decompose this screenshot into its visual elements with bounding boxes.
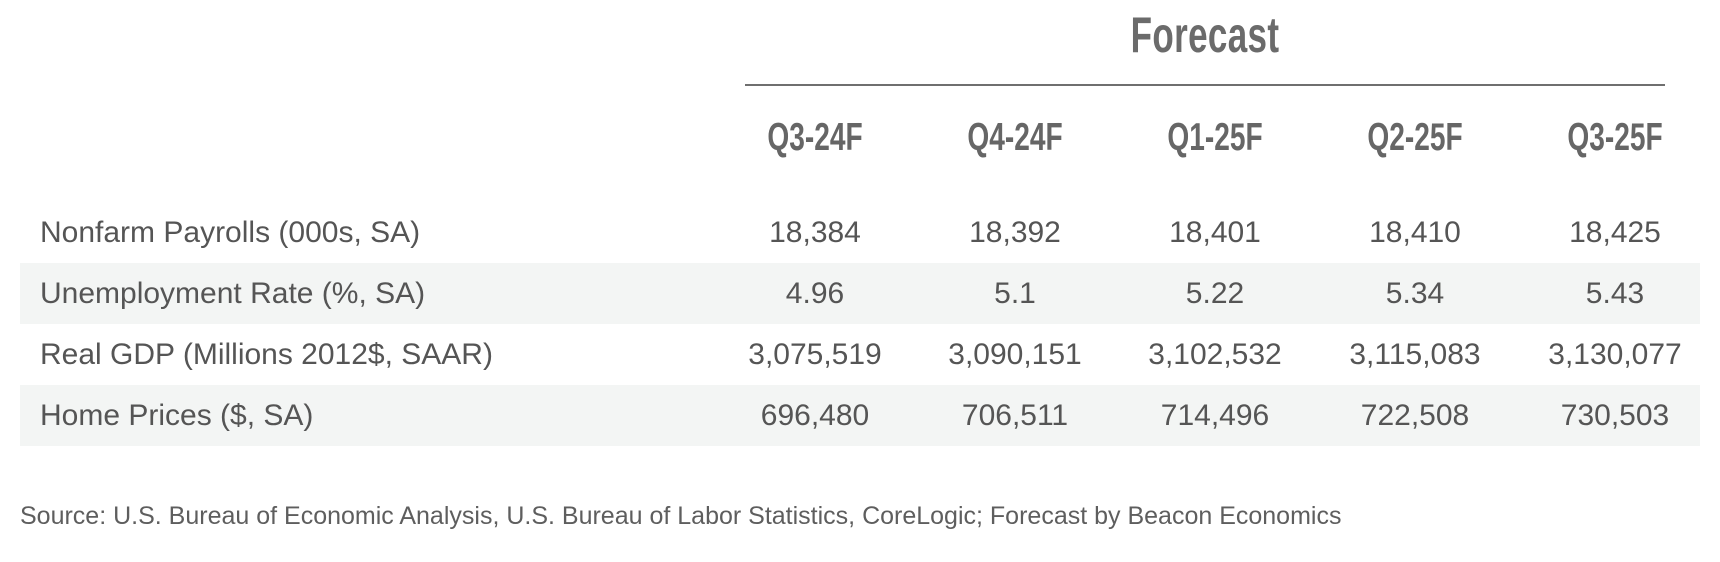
table-cell: 18,392 <box>969 216 1061 249</box>
table-cell: 3,130,077 <box>1548 338 1682 371</box>
row-label-nonfarm-payrolls: Nonfarm Payrolls (000s, SA) <box>40 216 421 249</box>
forecast-divider <box>745 84 1665 86</box>
table-row: Nonfarm Payrolls (000s, SA) 18,384 18,39… <box>20 202 1700 263</box>
table-cell: 18,401 <box>1169 216 1261 249</box>
column-header-q4-24f: Q4-24F <box>967 116 1063 159</box>
column-headers: Q3-24F Q4-24F Q1-25F Q2-25F Q3-25F <box>0 108 1720 168</box>
row-label-real-gdp: Real GDP (Millions 2012$, SAAR) <box>40 338 493 371</box>
table-cell: 722,508 <box>1360 399 1470 432</box>
table-cell: 730,503 <box>1560 399 1670 432</box>
table-cell: 18,425 <box>1569 216 1661 249</box>
table-cell: 5.43 <box>1585 277 1645 310</box>
table-row: Unemployment Rate (%, SA) 4.96 5.1 5.22 … <box>20 263 1700 324</box>
table-cell: 18,410 <box>1369 216 1461 249</box>
table-cell: 3,115,083 <box>1349 338 1481 371</box>
source-note: Source: U.S. Bureau of Economic Analysis… <box>20 502 1342 530</box>
table-row: Home Prices ($, SA) 696,480 706,511 714,… <box>20 385 1700 446</box>
table-cell: 3,102,532 <box>1148 338 1282 371</box>
table-cell: 5.1 <box>994 277 1036 310</box>
column-header-q2-25f: Q2-25F <box>1367 116 1463 159</box>
column-header-q3-25f: Q3-25F <box>1567 116 1663 159</box>
table-cell: 3,090,151 <box>948 338 1082 371</box>
forecast-table: Nonfarm Payrolls (000s, SA) 18,384 18,39… <box>20 202 1700 446</box>
row-label-unemployment-rate: Unemployment Rate (%, SA) <box>40 277 426 310</box>
forecast-title: Forecast <box>1130 7 1280 63</box>
table-cell: 18,384 <box>769 216 861 249</box>
column-header-q1-25f: Q1-25F <box>1167 116 1263 159</box>
table-cell: 3,075,519 <box>748 338 882 371</box>
table-cell: 4.96 <box>785 277 845 310</box>
column-header-q3-24f: Q3-24F <box>767 116 863 159</box>
table-cell: 5.22 <box>1185 277 1245 310</box>
row-label-home-prices: Home Prices ($, SA) <box>40 399 314 432</box>
table-cell: 714,496 <box>1160 399 1270 432</box>
table-cell: 696,480 <box>760 399 870 432</box>
table-row: Real GDP (Millions 2012$, SAAR) 3,075,51… <box>20 324 1700 385</box>
table-cell: 706,511 <box>961 399 1069 432</box>
table-cell: 5.34 <box>1385 277 1445 310</box>
